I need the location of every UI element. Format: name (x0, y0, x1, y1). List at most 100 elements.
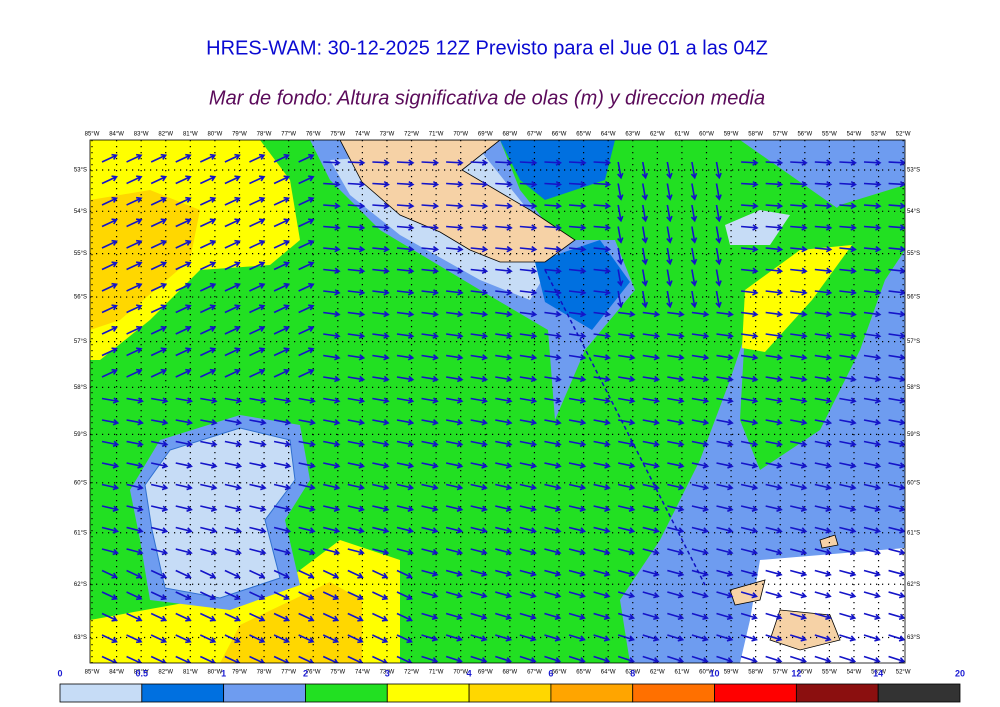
arrow (593, 245, 612, 253)
arrow (323, 354, 341, 361)
arrow (618, 375, 636, 383)
arrow (150, 196, 168, 206)
arrow (544, 440, 562, 448)
arrow (715, 183, 722, 201)
arrow (544, 354, 562, 361)
arrow (347, 569, 364, 579)
arrow (863, 591, 881, 599)
arrow (519, 591, 537, 599)
lon-label: 58°W (748, 132, 763, 138)
colorbar-segment (468, 683, 552, 703)
arrow (740, 354, 759, 361)
arrow (790, 462, 808, 469)
arrow (690, 247, 698, 266)
arrow (101, 655, 118, 663)
arrow (593, 180, 612, 188)
arrow (740, 569, 759, 577)
arrow (273, 368, 290, 378)
arrow (618, 332, 636, 339)
arrow (568, 289, 587, 296)
arrow (740, 483, 759, 491)
colorbar-segment (386, 683, 470, 703)
lon-label: 79°W (232, 132, 247, 138)
arrow (421, 224, 440, 231)
arrow (224, 175, 241, 185)
arrow (372, 655, 388, 663)
arrow (814, 655, 832, 663)
arrow (101, 634, 118, 644)
arrow (642, 505, 660, 512)
arrow (544, 159, 562, 166)
colorbar-label: 0 (57, 668, 62, 678)
arrow (347, 548, 365, 556)
arrow (273, 462, 292, 469)
arrow (519, 569, 537, 577)
arrow (323, 440, 341, 448)
arrow (716, 375, 734, 383)
colorbar-segment (877, 683, 961, 703)
lon-label: 54°W (847, 670, 862, 676)
arrow (273, 569, 290, 579)
arrow (568, 505, 587, 512)
arrow (372, 591, 389, 601)
arrow (101, 304, 118, 314)
arrow (519, 612, 537, 621)
arrow (347, 310, 366, 318)
arrow (667, 419, 685, 426)
arrow (470, 375, 489, 383)
arrow (126, 175, 143, 185)
arrow (421, 202, 440, 210)
arrow (101, 440, 120, 448)
arrow (150, 368, 168, 378)
arrow (126, 419, 144, 426)
arrow (445, 375, 464, 383)
arrow (716, 354, 734, 361)
arrow (150, 634, 168, 644)
arrow (101, 483, 120, 491)
colorbar-segment (795, 683, 879, 703)
arrow (224, 153, 241, 163)
arrow (347, 591, 364, 601)
arrow (863, 310, 882, 318)
arrow (666, 226, 673, 244)
arrow (470, 180, 489, 188)
arrow (519, 397, 538, 404)
arrow (298, 591, 315, 601)
arrow (273, 261, 290, 271)
arrow (150, 505, 169, 512)
lon-label: 62°W (650, 670, 665, 676)
arrow (765, 159, 784, 166)
arrow (839, 483, 857, 491)
arrow (814, 569, 832, 577)
arrow (421, 267, 439, 275)
arrow (544, 505, 562, 512)
region-white (740, 548, 905, 663)
arrow (691, 397, 710, 404)
arrow (593, 159, 612, 166)
arrow (273, 591, 290, 601)
colorbar-segment (223, 683, 306, 703)
arrow (224, 505, 242, 512)
arrow (790, 224, 808, 231)
arrow (691, 310, 710, 318)
arrow (839, 548, 857, 556)
arrow (249, 440, 267, 448)
arrow (568, 375, 587, 383)
arrow (716, 612, 734, 621)
arrow (839, 332, 857, 339)
lon-label: 55°W (822, 670, 837, 676)
lat-label: 55°S (74, 251, 87, 257)
lon-label: 65°W (576, 670, 591, 676)
arrow (200, 397, 218, 404)
arrow (175, 526, 193, 534)
arrow (716, 569, 734, 577)
lat-label: 59°S (74, 432, 87, 438)
arrow (715, 204, 722, 223)
arrow (396, 462, 415, 469)
arrow (790, 332, 808, 339)
arrow (372, 332, 390, 339)
arrow (175, 569, 192, 579)
arrow (593, 462, 611, 469)
arrow (814, 224, 833, 231)
arrow (519, 462, 538, 469)
